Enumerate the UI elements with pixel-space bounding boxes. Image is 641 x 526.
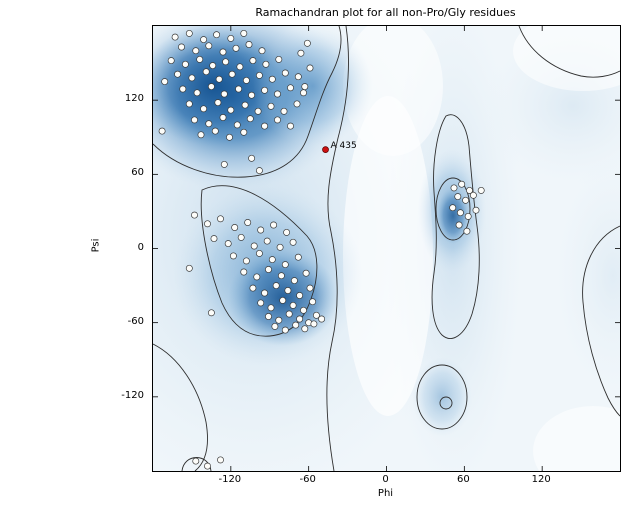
x-tick-label: 60 — [456, 474, 470, 485]
x-tick-label: 0 — [382, 474, 389, 485]
highlighted-residue-point — [322, 146, 329, 153]
y-tick-label: 0 — [137, 241, 144, 253]
y-tick-label: -60 — [127, 315, 144, 327]
plot-area — [152, 25, 621, 472]
x-tick-label: -120 — [218, 474, 242, 485]
density-contours — [153, 26, 620, 471]
y-tick-label: 60 — [131, 167, 144, 179]
residue-points — [158, 29, 485, 470]
x-axis-label: Phi — [377, 488, 394, 499]
y-tick-label: 120 — [124, 93, 144, 105]
axis-ticks — [153, 26, 620, 471]
density-plot-canvas — [153, 26, 620, 471]
y-tick-label: -120 — [121, 389, 144, 401]
highlight-label: A 435 — [330, 140, 357, 151]
x-tick-label: 120 — [531, 474, 551, 485]
chart-title: Ramachandran plot for all non-Pro/Gly re… — [255, 6, 516, 19]
x-tick-label: -60 — [299, 474, 316, 485]
